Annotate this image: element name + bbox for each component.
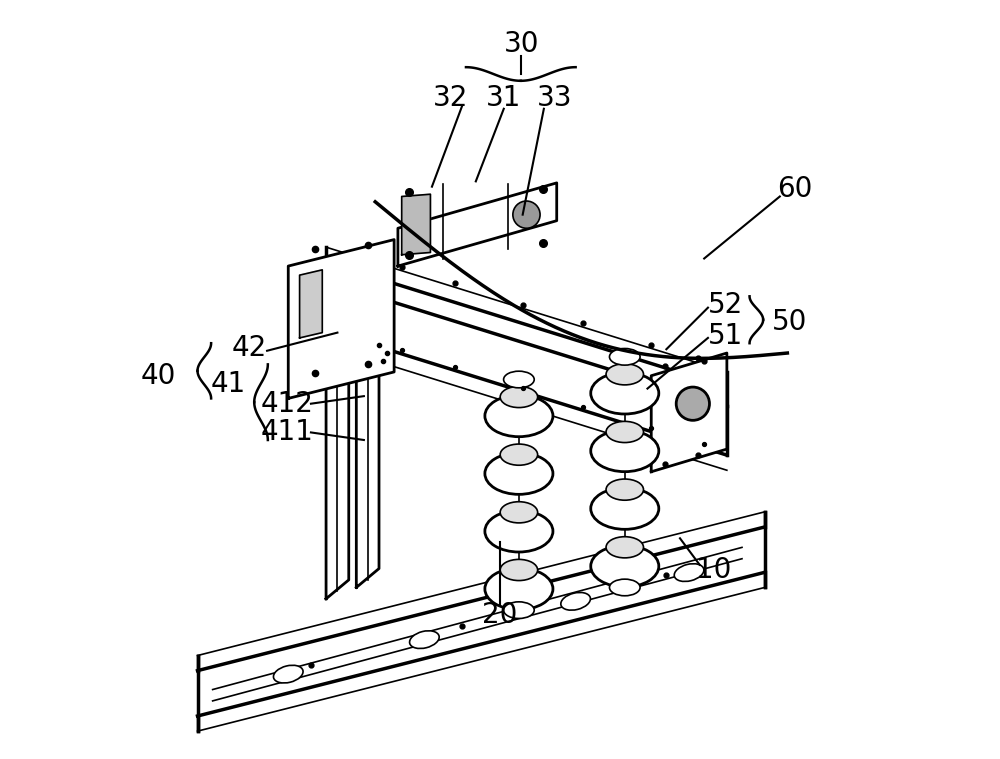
Text: 30: 30 — [503, 30, 539, 58]
Ellipse shape — [606, 479, 643, 500]
Ellipse shape — [591, 488, 659, 529]
Text: 40: 40 — [141, 362, 176, 389]
Polygon shape — [300, 270, 322, 338]
Ellipse shape — [500, 502, 538, 523]
Ellipse shape — [606, 421, 643, 442]
Ellipse shape — [485, 510, 553, 552]
Text: 33: 33 — [537, 84, 572, 112]
Text: 60: 60 — [777, 175, 813, 203]
Ellipse shape — [500, 444, 538, 465]
Ellipse shape — [273, 665, 303, 683]
Ellipse shape — [591, 546, 659, 587]
Ellipse shape — [504, 371, 534, 388]
Ellipse shape — [674, 564, 704, 581]
Text: 51: 51 — [708, 322, 743, 350]
Text: 52: 52 — [708, 291, 743, 320]
Ellipse shape — [606, 537, 643, 558]
Polygon shape — [402, 194, 430, 255]
Ellipse shape — [500, 559, 538, 581]
Polygon shape — [288, 240, 394, 398]
Text: 411: 411 — [260, 418, 313, 446]
Text: 412: 412 — [260, 389, 313, 417]
Ellipse shape — [410, 631, 439, 648]
Ellipse shape — [591, 430, 659, 471]
Ellipse shape — [609, 348, 640, 365]
Text: 50: 50 — [772, 308, 808, 336]
Polygon shape — [398, 183, 557, 266]
Ellipse shape — [591, 373, 659, 414]
Ellipse shape — [504, 602, 534, 619]
Ellipse shape — [609, 579, 640, 596]
Circle shape — [513, 201, 540, 228]
Ellipse shape — [561, 593, 590, 610]
Text: 32: 32 — [433, 84, 469, 112]
Text: 20: 20 — [482, 601, 518, 629]
Text: 31: 31 — [486, 84, 521, 112]
Ellipse shape — [606, 364, 643, 385]
Ellipse shape — [485, 568, 553, 609]
Ellipse shape — [485, 453, 553, 494]
Ellipse shape — [485, 395, 553, 436]
Polygon shape — [651, 353, 727, 472]
Ellipse shape — [500, 386, 538, 408]
Text: 41: 41 — [210, 370, 245, 398]
Circle shape — [676, 387, 709, 420]
Text: 42: 42 — [231, 334, 267, 362]
Text: 10: 10 — [696, 556, 731, 584]
